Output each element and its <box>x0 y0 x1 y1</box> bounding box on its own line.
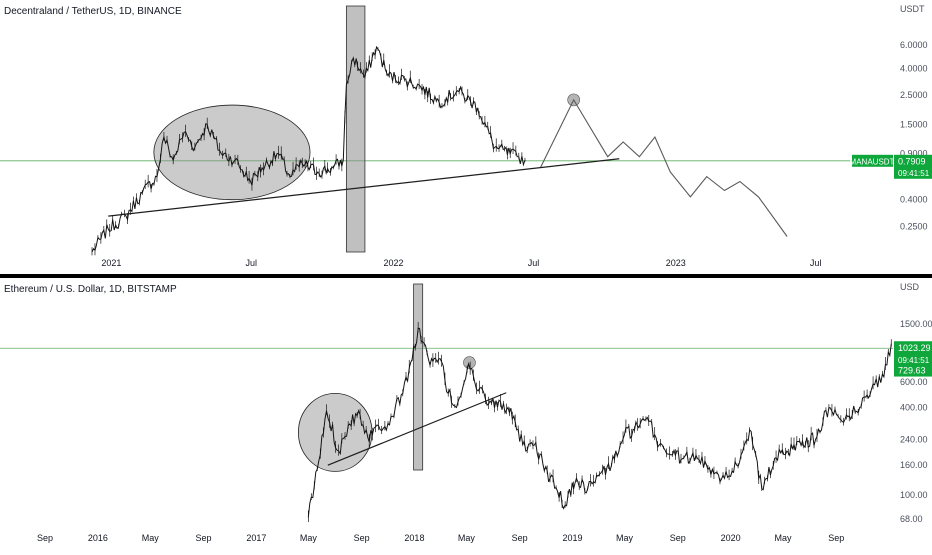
mana-y-tick-label: 6.0000 <box>900 40 928 50</box>
eth-y-tick-label: 600.00 <box>900 377 928 387</box>
mana-y-tick-label: 1.5000 <box>900 119 928 129</box>
eth-x-tick-label: May <box>300 533 318 543</box>
mana-price-value: 0.7909 <box>898 156 926 166</box>
eth-x-tick-label: 2016 <box>88 533 108 543</box>
eth-x-tick-label: Sep <box>670 533 686 543</box>
mana-support-trendline <box>108 158 620 217</box>
eth-x-tick-label: May <box>458 533 476 543</box>
pane-divider <box>0 274 932 278</box>
mana-currency-label: USDT <box>900 4 925 14</box>
mana-x-tick-label: 2023 <box>666 258 686 268</box>
eth-x-tick-label: Sep <box>828 533 844 543</box>
eth-x-tick-label: 2020 <box>721 533 741 543</box>
mana-y-tick-label: 0.9000 <box>900 148 928 158</box>
eth-consolidation-ellipse <box>297 392 373 472</box>
mana-chart-title: Decentraland / TetherUS, 1D, BINANCE <box>4 6 182 17</box>
eth-x-tick-label: 2019 <box>563 533 583 543</box>
eth-x-tick-label: May <box>774 533 792 543</box>
eth-y-tick-label: 240.00 <box>900 435 928 445</box>
mana-x-tick-label: Jul <box>528 258 540 268</box>
eth-price-series <box>307 327 892 518</box>
mana-countdown: 09:41:51 <box>898 169 930 178</box>
mana-x-tick-label: 2022 <box>384 258 404 268</box>
mana-x-tick-label: Jul <box>810 258 822 268</box>
eth-chart-title: Ethereum / U.S. Dollar, 1D, BITSTAMP <box>4 284 177 295</box>
eth-circle-marker <box>463 356 476 369</box>
mana-price-tag <box>894 154 932 179</box>
mana-x-tick-label: Jul <box>246 258 258 268</box>
eth-price-tag <box>894 341 932 368</box>
mana-y-tick-label: 0.2500 <box>900 222 928 232</box>
mana-symbol-tag-label: MANAUSDT <box>850 157 895 166</box>
eth-x-tick-label: 2017 <box>246 533 266 543</box>
mana-symbol-tag <box>852 154 893 167</box>
eth-countdown: 09:41:51 <box>898 356 930 365</box>
eth-y-tick-label: 68.00 <box>900 514 923 524</box>
mana-price-series <box>91 45 526 253</box>
eth-event-bar <box>413 283 424 471</box>
eth-x-tick-label: Sep <box>196 533 212 543</box>
eth-last-price-tag <box>894 364 932 377</box>
eth-x-tick-label: 2018 <box>404 533 424 543</box>
mana-x-tick-label: 2021 <box>101 258 121 268</box>
eth-x-tick-label: Sep <box>512 533 528 543</box>
mana-consolidation-ellipse <box>153 104 311 201</box>
eth-support-trendline <box>327 392 507 466</box>
mana-event-bar <box>345 5 366 253</box>
eth-y-tick-label: 160.00 <box>900 460 928 470</box>
eth-currency-label: USD <box>900 282 920 292</box>
eth-last-price-value: 729.63 <box>898 366 926 376</box>
mana-y-tick-label: 4.0000 <box>900 63 928 73</box>
eth-x-tick-label: May <box>616 533 634 543</box>
eth-x-tick-label: Sep <box>354 533 370 543</box>
mana-y-tick-label: 2.5000 <box>900 90 928 100</box>
eth-x-tick-label: May <box>142 533 160 543</box>
eth-y-tick-label: 400.00 <box>900 402 928 412</box>
eth-y-tick-label: 100.00 <box>900 490 928 500</box>
eth-price-value: 1023.29 <box>898 343 931 353</box>
mana-y-tick-label: 0.4000 <box>900 195 928 205</box>
eth-y-tick-label: 1500.00 <box>900 319 932 329</box>
eth-x-tick-label: Sep <box>37 533 53 543</box>
mana-projection-path <box>539 98 788 237</box>
